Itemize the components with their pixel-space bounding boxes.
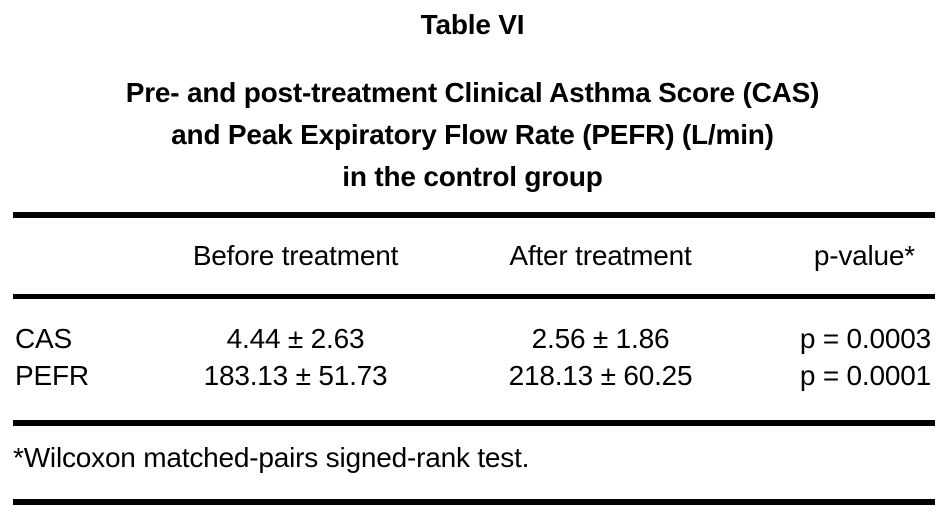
row-label-pefr: PEFR — [15, 359, 89, 391]
body-separator-rule — [13, 420, 935, 426]
table-row-cas: CAS 4.44 ± 2.63 2.56 ± 1.86 p = 0.0003 — [13, 320, 935, 357]
cas-after-value: 2.56 ± 1.86 — [531, 322, 670, 354]
pefr-before-value: 183.13 ± 51.73 — [203, 359, 388, 391]
pefr-after-value: 218.13 ± 60.25 — [508, 359, 693, 391]
table-bottom-rule — [13, 499, 935, 505]
table-top-rule — [13, 212, 935, 218]
row-label-cas: CAS — [15, 322, 72, 354]
table-title: Pre- and post-treatment Clinical Asthma … — [0, 72, 945, 198]
table-title-line-3: in the control group — [342, 161, 603, 192]
cas-p-value: p = 0.0003 — [799, 322, 931, 354]
table-body: CAS 4.44 ± 2.63 2.56 ± 1.86 p = 0.0003 P… — [13, 320, 935, 394]
table-number-label: Table VI — [420, 9, 525, 40]
header-separator-rule — [13, 294, 935, 299]
table-row-pefr: PEFR 183.13 ± 51.73 218.13 ± 60.25 p = 0… — [13, 357, 935, 394]
column-header-p-value: p-value* — [813, 240, 915, 271]
cas-before-value: 4.44 ± 2.63 — [226, 322, 365, 354]
column-header-before-treatment: Before treatment — [192, 240, 399, 271]
table-title-line-1: Pre- and post-treatment Clinical Asthma … — [125, 77, 820, 108]
column-header-after-treatment: After treatment — [509, 240, 692, 271]
table-title-line-2: and Peak Expiratory Flow Rate (PEFR) (L/… — [171, 119, 774, 150]
pefr-p-value: p = 0.0001 — [799, 359, 931, 391]
table-header-row: Before treatment After treatment p-value… — [13, 218, 935, 294]
table-footnote: *Wilcoxon matched-pairs signed-rank test… — [13, 442, 530, 473]
